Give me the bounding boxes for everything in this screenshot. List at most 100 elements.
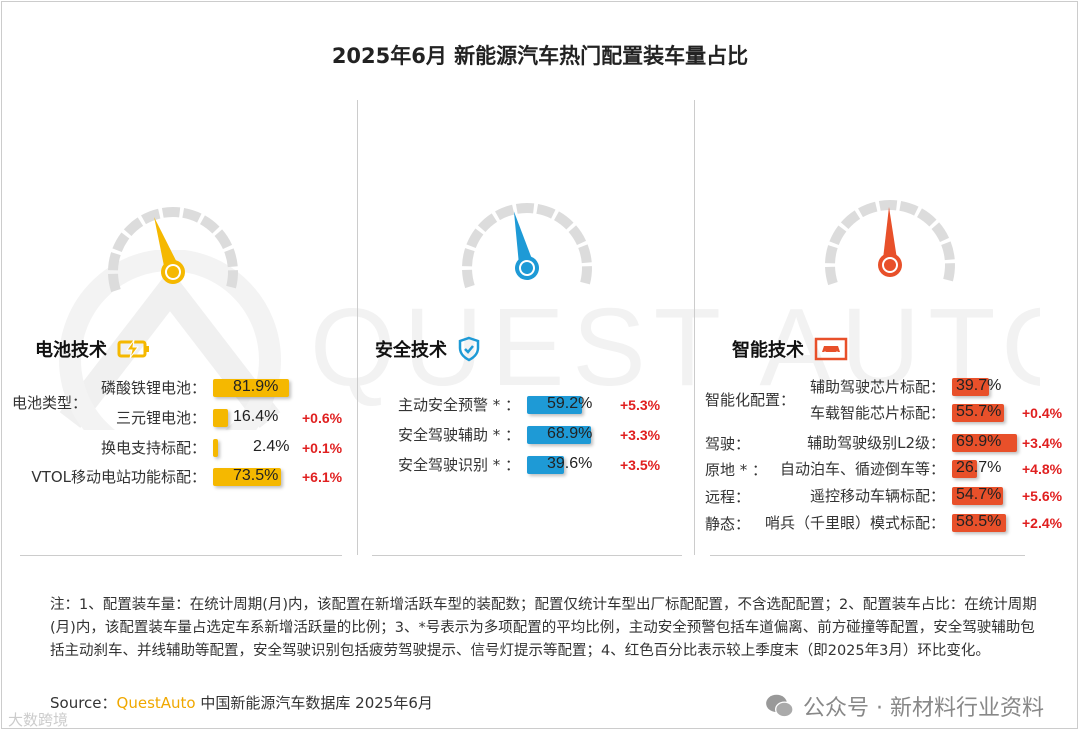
row-group-label: 驾驶： (705, 435, 751, 453)
wechat-icon (766, 694, 794, 718)
gauge-tick (108, 273, 121, 293)
battery-gauge (108, 207, 238, 293)
row-group-label: 电池类型： (12, 394, 88, 412)
row-group-label: 智能化配置： (705, 391, 796, 409)
gauge-tick (899, 200, 919, 216)
section-title: 电池技术 (35, 340, 107, 361)
change-label: +3.5% (620, 457, 661, 473)
row-group-label: 静态： (705, 515, 751, 533)
section-battery: 电池技术 (35, 336, 151, 362)
value-label: 68.9% (547, 425, 593, 442)
gauge-tick (825, 245, 838, 264)
bar-2-5 (952, 514, 1007, 532)
value-label: 55.7% (956, 403, 1002, 420)
gauge-tick (536, 203, 556, 219)
gauge-tick (141, 208, 161, 225)
divider (357, 100, 358, 555)
change-label: +3.3% (620, 427, 661, 443)
section-safety: 安全技术 (375, 336, 481, 362)
car-screen-icon (814, 337, 848, 361)
bar-0-2 (213, 439, 218, 457)
gauge-tick (943, 263, 955, 282)
footnote: 注：1、配置装车量：在统计周期(月)内，该配置在新增活跃车型的装配数；配置仅统计… (50, 597, 1037, 659)
row-label: 辅助驾驶芯片标配： (809, 378, 945, 396)
gauge-tick (858, 201, 878, 218)
bar-1-0 (527, 396, 583, 414)
change-label: +6.1% (302, 469, 343, 485)
gauge-tick (515, 203, 535, 214)
gauge-tick (224, 248, 238, 268)
gauge-tick (840, 210, 861, 230)
section-title: 智能技术 (732, 340, 804, 361)
value-label: 69.9% (956, 433, 1002, 450)
value-label: 2.4% (253, 438, 290, 455)
shield-check-icon (458, 336, 480, 362)
change-label: +0.4% (1022, 405, 1063, 421)
row-label: 安全驾驶辅助 * ： (397, 426, 520, 444)
row-label: 磷酸铁锂电池： (100, 379, 206, 397)
row-label: VTOL移动电站功能标配： (31, 468, 206, 486)
value-label: 39.6% (547, 455, 593, 472)
smart-gauge (825, 200, 955, 286)
bar-2-0 (952, 378, 989, 396)
divider (694, 100, 695, 555)
gauge-tick (916, 208, 937, 227)
value-label: 59.2% (547, 395, 593, 412)
divider (710, 555, 1025, 556)
source-text: 中国新能源汽车数据库 2025年6月 (195, 694, 433, 712)
gauge-tick (477, 213, 498, 233)
divider (20, 555, 342, 556)
bar-1-1 (527, 426, 592, 444)
gauge-tick (553, 211, 574, 230)
change-label: +4.8% (1022, 461, 1063, 477)
gauge-tick (108, 252, 121, 271)
gauge-needle (878, 207, 902, 277)
bar-0-0 (213, 379, 290, 397)
gauge-tick (466, 228, 484, 249)
row-label: 主动安全预警 * ： (397, 396, 520, 414)
gauge-tick (941, 241, 955, 261)
gauge-tick (199, 215, 220, 234)
row-group-label: 原地 * ： (705, 461, 768, 479)
row-label: 辅助驾驶级别L2级： (807, 434, 945, 452)
safety-gauge (462, 203, 592, 289)
change-label: +2.4% (1022, 515, 1063, 531)
battery-charging-icon (117, 339, 149, 359)
value-label: 73.5% (233, 467, 279, 484)
value-label: 81.9% (233, 378, 279, 395)
gauge-tick (878, 200, 898, 211)
corner-watermark: 大数跨境 (8, 711, 69, 729)
row-label: 自动泊车、循迹倒车等： (779, 460, 945, 478)
gauge-tick (931, 222, 950, 243)
value-label: 39.7% (956, 377, 1002, 394)
change-label: +0.1% (302, 440, 343, 456)
gauge-tick (214, 229, 233, 250)
bar-2-4 (952, 487, 1003, 505)
section-smart: 智能技术 (732, 336, 848, 362)
wechat-text: 公众号 · 新材料行业资料 (803, 696, 1044, 721)
gauge-tick (182, 207, 202, 223)
gauge-tick (226, 270, 238, 289)
row-group-label: 远程： (705, 488, 751, 506)
value-label: 26.7% (956, 459, 1002, 476)
gauge-tick (462, 269, 475, 289)
change-label: +5.6% (1022, 488, 1063, 504)
gauge-tick (161, 207, 181, 218)
gauge-tick (580, 266, 592, 285)
row-label: 安全驾驶识别 * ： (397, 456, 520, 474)
bar-1-2 (527, 456, 564, 474)
source-line: Source：QuestAuto 中国新能源汽车数据库 2025年6月 (50, 692, 433, 713)
gauge-tick (568, 225, 587, 246)
gauge-needle (513, 211, 539, 280)
change-label: +3.4% (1022, 435, 1063, 451)
source-prefix: Source： (50, 694, 117, 712)
gauge-tick (112, 232, 130, 253)
source-brand: QuestAuto (116, 694, 196, 712)
section-title: 安全技术 (375, 340, 447, 361)
wechat-watermark: 公众号 · 新材料行业资料 (765, 690, 1044, 722)
value-label: 54.7% (956, 486, 1002, 503)
gauge-tick (123, 217, 144, 237)
gauge-tick (825, 266, 838, 286)
row-label: 三元锂电池： (115, 409, 206, 427)
